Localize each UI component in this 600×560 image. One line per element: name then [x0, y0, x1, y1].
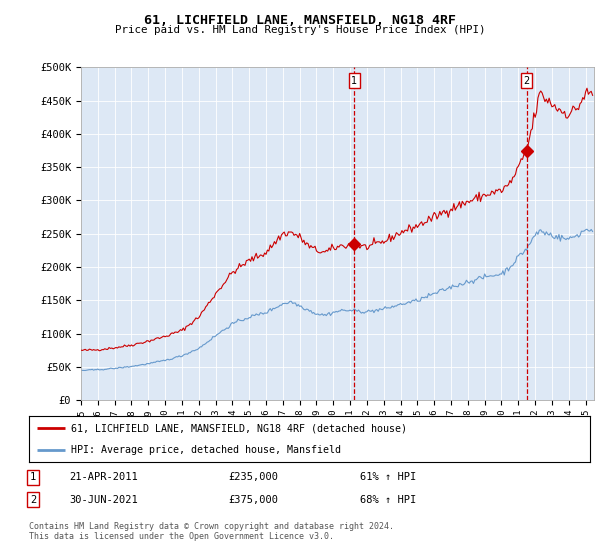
- Text: HPI: Average price, detached house, Mansfield: HPI: Average price, detached house, Mans…: [71, 445, 341, 455]
- Text: £235,000: £235,000: [228, 472, 278, 482]
- Text: Price paid vs. HM Land Registry's House Price Index (HPI): Price paid vs. HM Land Registry's House …: [115, 25, 485, 35]
- Text: 61% ↑ HPI: 61% ↑ HPI: [360, 472, 416, 482]
- Text: 61, LICHFIELD LANE, MANSFIELD, NG18 4RF: 61, LICHFIELD LANE, MANSFIELD, NG18 4RF: [144, 14, 456, 27]
- Text: 2: 2: [524, 76, 530, 86]
- Text: 1: 1: [30, 472, 36, 482]
- Text: 21-APR-2011: 21-APR-2011: [69, 472, 138, 482]
- Text: 61, LICHFIELD LANE, MANSFIELD, NG18 4RF (detached house): 61, LICHFIELD LANE, MANSFIELD, NG18 4RF …: [71, 423, 407, 433]
- Text: 1: 1: [351, 76, 358, 86]
- Text: 2: 2: [30, 494, 36, 505]
- Text: 68% ↑ HPI: 68% ↑ HPI: [360, 494, 416, 505]
- Text: 30-JUN-2021: 30-JUN-2021: [69, 494, 138, 505]
- Text: Contains HM Land Registry data © Crown copyright and database right 2024.
This d: Contains HM Land Registry data © Crown c…: [29, 522, 394, 542]
- Text: £375,000: £375,000: [228, 494, 278, 505]
